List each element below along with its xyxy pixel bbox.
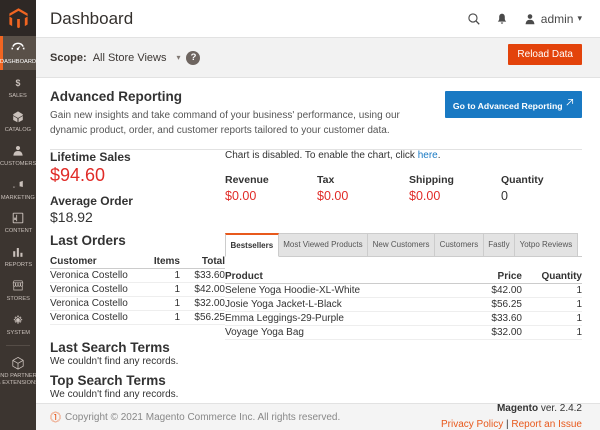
svg-text:$: $	[16, 78, 21, 88]
